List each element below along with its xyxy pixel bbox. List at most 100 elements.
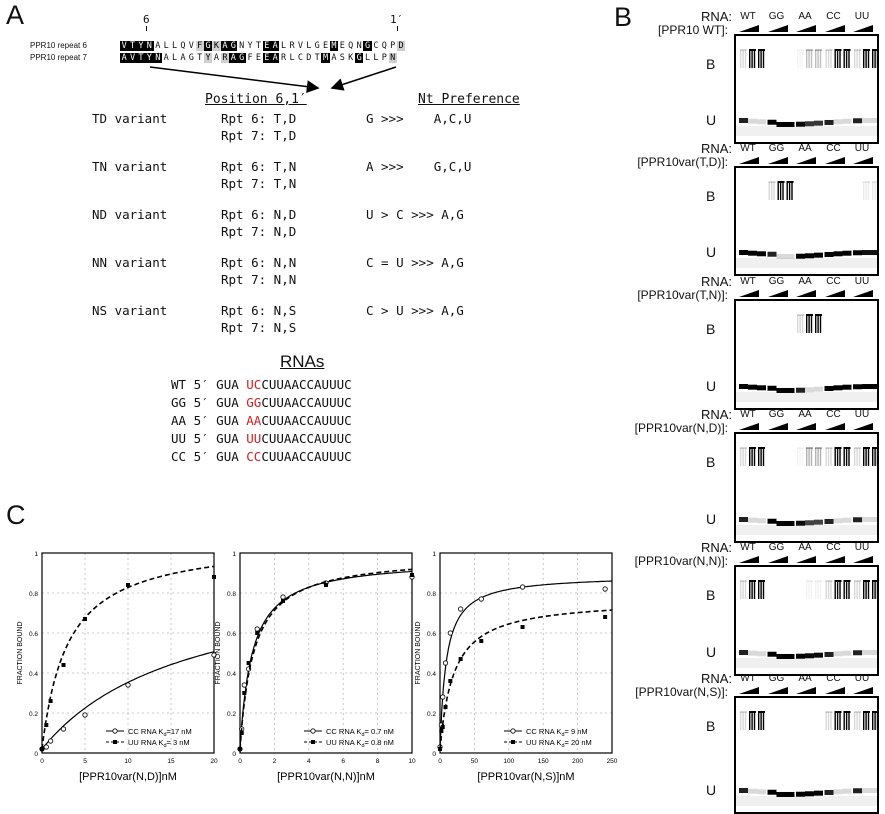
lane-label: CC (823, 542, 845, 553)
bound-band (844, 448, 845, 466)
bound-band (751, 50, 752, 68)
concentration-wedge (796, 423, 816, 430)
unbound-band (834, 385, 843, 390)
bound-band-cap (872, 447, 877, 449)
unbound-band (853, 384, 862, 389)
concentration-wedge (853, 290, 873, 297)
data-point (448, 631, 452, 635)
bound-band-cap (758, 711, 765, 713)
x-tick-label: 5 (83, 758, 87, 765)
rna-rest: CUUAACCAUUUC (261, 431, 351, 446)
legend-series-name: UU RNA K (128, 738, 163, 747)
unbound-band (871, 118, 877, 123)
data-point (83, 713, 87, 717)
unbound-label: U (706, 112, 716, 128)
unbound-band (796, 792, 805, 797)
concentration-wedge (796, 157, 816, 164)
bound-band (835, 50, 836, 68)
bound-band (799, 315, 800, 333)
bound-band-cap (826, 711, 833, 713)
bound-band (740, 50, 741, 68)
legend-marker (311, 729, 315, 733)
bound-band (782, 182, 783, 200)
bound-band (745, 581, 746, 599)
data-point (126, 683, 130, 687)
unbound-label: U (706, 378, 716, 394)
bound-band (754, 448, 755, 466)
variant-name: TN variant (92, 159, 167, 174)
data-point (438, 747, 442, 751)
bound-band (874, 712, 875, 730)
bound-band (828, 581, 829, 599)
unbound-band (843, 385, 852, 390)
data-point (242, 691, 246, 695)
lane-label: CC (823, 409, 845, 420)
unbound-band (825, 652, 834, 657)
unbound-band (834, 518, 843, 523)
legend-marker (311, 740, 315, 744)
bound-band (787, 182, 788, 200)
rna-mutated-bases: UC (246, 377, 261, 392)
concentration-wedge (796, 687, 816, 694)
data-point (48, 739, 52, 743)
lane-label: UU (851, 409, 873, 420)
legend-marker (511, 729, 515, 733)
bound-band (874, 448, 875, 466)
rna-mutated-bases: UU (246, 431, 261, 446)
bound-label: B (706, 321, 715, 337)
bound-band (740, 448, 741, 466)
bound-band (820, 581, 821, 599)
bound-band (848, 712, 849, 730)
bound-band (742, 448, 743, 466)
unbound-band (768, 519, 777, 524)
gel-image (734, 299, 879, 410)
lane-label: UU (851, 542, 873, 553)
unbound-band (843, 651, 852, 656)
gel-image (734, 696, 879, 814)
bound-band (769, 182, 770, 200)
y-axis-label: FRACTION BOUND (215, 622, 222, 685)
unbound-band (805, 253, 814, 258)
bound-band (811, 448, 812, 466)
data-point (40, 747, 44, 751)
bound-band (817, 315, 818, 333)
bound-band (830, 50, 831, 68)
unbound-band (739, 517, 748, 522)
legend-series-name: UU RNA K (326, 738, 361, 747)
bound-band (820, 50, 821, 68)
bound-band (863, 712, 864, 730)
unbound-band (748, 789, 757, 794)
bound-band (815, 50, 816, 68)
plot-frame (440, 553, 612, 753)
bound-band (839, 448, 840, 466)
unbound-band (796, 521, 805, 526)
bound-band (742, 50, 743, 68)
bound-band (799, 448, 800, 466)
lane-label: WT (737, 143, 759, 154)
bound-band (872, 182, 873, 200)
bound-band-cap (797, 314, 804, 316)
gel-rna-label: RNA: (650, 671, 732, 686)
unbound-band (739, 118, 748, 123)
unbound-band (739, 384, 748, 389)
bound-band (868, 581, 869, 599)
unbound-band (853, 118, 862, 123)
data-point (448, 679, 452, 683)
bound-band (763, 50, 764, 68)
unbound-band (871, 650, 877, 655)
gel-image (734, 565, 879, 676)
legend-label: CC RNA Kd=17 nM (128, 727, 192, 738)
lane-label: GG (766, 542, 788, 553)
x-tick-label: 10 (124, 758, 132, 765)
x-tick-label: 250 (607, 758, 618, 765)
gel-bands (736, 567, 877, 676)
unbound-band (768, 652, 777, 657)
y-tick-label: 0.4 (227, 671, 236, 678)
bound-band (835, 448, 836, 466)
concentration-wedge (768, 423, 788, 430)
concentration-wedge (853, 423, 873, 430)
concentration-wedge (796, 556, 816, 563)
bound-band (872, 712, 873, 730)
